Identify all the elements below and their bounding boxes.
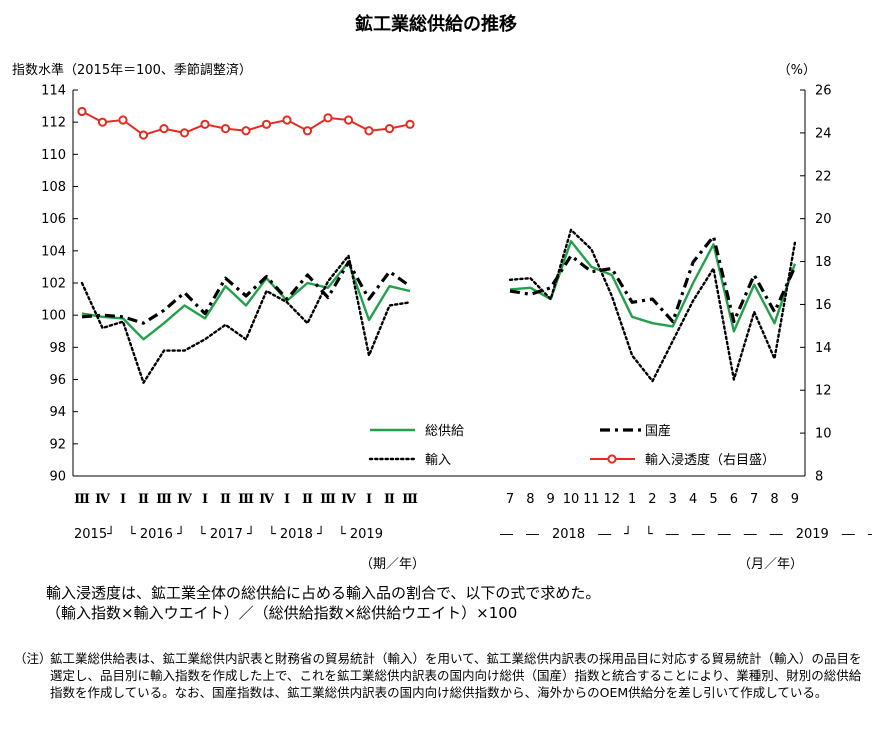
monthly-imports-line: [508, 228, 797, 383]
month-tick-label: 7: [506, 492, 514, 507]
left-tick-label: 114: [41, 84, 66, 99]
right-axis-title: （%）: [778, 63, 816, 78]
quarterly-unit-label: （期／年）: [360, 557, 425, 572]
quarterly-total-supply-line: [81, 260, 411, 341]
right-tick-label: 14: [815, 341, 832, 356]
legend-label: 輸入: [425, 453, 451, 468]
left-tick-label: 110: [41, 148, 66, 163]
quarterly-penetration-point: [179, 128, 190, 138]
left-tick-label: 90: [49, 470, 66, 485]
quarterly-year-row: 2015┘ └ 2016 ┘ └ 2017 ┘ └ 2018 ┘ └ 2019: [74, 525, 383, 542]
left-tick-label: 102: [41, 277, 66, 292]
quarter-tick-label: Ⅲ: [320, 492, 336, 507]
month-tick-label: 4: [689, 492, 697, 507]
left-tick-label: 106: [41, 212, 66, 227]
left-tick-label: 108: [41, 180, 66, 195]
left-tick-label: 92: [49, 437, 66, 452]
legend-label: 輸入浸透度（右目盛）: [645, 452, 775, 468]
left-tick-label: 94: [49, 405, 66, 420]
penetration-note-formula: （輸入指数×輸入ウエイト）／（総供給指数×総供給ウエイト）×100: [46, 604, 518, 622]
quarterly-penetration-point: [364, 126, 374, 136]
right-tick-label: 26: [815, 84, 832, 99]
quarter-tick-label: Ⅲ: [74, 492, 90, 507]
month-tick-label: 11: [583, 492, 600, 507]
monthly-total-supply-line: [509, 239, 797, 333]
quarterly-imports-line: [80, 254, 412, 384]
quarter-tick-label: Ⅱ: [138, 492, 149, 507]
quarterly-penetration-point: [384, 124, 395, 134]
quarterly-penetration-point: [405, 119, 415, 129]
quarter-tick-label: Ⅰ: [202, 492, 208, 507]
quarterly-penetration-point: [302, 126, 313, 136]
right-tick-label: 18: [815, 255, 832, 270]
quarterly-penetration-point: [220, 124, 231, 134]
quarter-tick-label: Ⅳ: [95, 492, 110, 507]
legend-label: 国産: [645, 423, 671, 439]
right-tick-label: 16: [815, 298, 832, 313]
monthly-unit-label: （月／年）: [738, 557, 803, 572]
left-tick-label: 96: [49, 373, 66, 388]
left-axis-title: 指数水準（2015年＝100、季節調整済）: [12, 62, 252, 78]
quarterly-penetration-point: [138, 130, 149, 140]
quarterly-penetration-point: [200, 119, 210, 129]
right-tick-label: 10: [815, 427, 832, 442]
month-tick-label: 1: [628, 492, 636, 507]
quarter-tick-label: Ⅰ: [284, 492, 290, 507]
monthly-year-row: ― ― 2018 ― ┘ └ ― ― ― ― ― 2019 ― ―: [500, 525, 872, 542]
right-tick-label: 12: [815, 384, 832, 399]
left-tick-label: 112: [41, 116, 66, 131]
quarter-tick-label: Ⅲ: [402, 492, 418, 507]
quarter-tick-label: Ⅲ: [238, 492, 254, 507]
right-tick-label: 20: [815, 212, 832, 227]
quarterly-penetration-point: [77, 106, 87, 117]
quarter-tick-label: Ⅱ: [220, 492, 231, 507]
quarterly-penetration-point: [261, 119, 272, 129]
month-tick-label: 7: [750, 492, 758, 507]
month-tick-label: 10: [563, 492, 580, 507]
left-tick-label: 104: [41, 244, 66, 259]
supply-chart: 9092949698100102104106108110112114810121…: [12, 62, 872, 572]
month-tick-label: 9: [547, 492, 555, 507]
monthly-domestic-line: [509, 234, 797, 324]
month-tick-label: 9: [791, 492, 799, 507]
quarterly-penetration-point: [241, 126, 251, 136]
quarter-tick-label: Ⅰ: [366, 492, 372, 507]
quarter-tick-label: Ⅳ: [259, 492, 274, 507]
left-tick-label: 98: [49, 341, 66, 356]
quarter-tick-label: Ⅳ: [177, 492, 192, 507]
legend-penetration-marker: [607, 454, 617, 464]
right-tick-label: 8: [815, 470, 823, 485]
footnote: （注） 鉱工業総供給表は、鉱工業総供内訳表と財務省の貿易統計（輸入）を用いて、鉱…: [14, 650, 862, 701]
quarter-tick-label: Ⅰ: [120, 492, 126, 507]
month-tick-label: 12: [603, 492, 620, 507]
left-tick-label: 100: [41, 309, 66, 324]
footnote-label: （注）: [14, 651, 52, 666]
quarter-tick-label: Ⅲ: [156, 492, 172, 507]
right-tick-label: 24: [815, 126, 832, 141]
month-tick-label: 8: [526, 492, 534, 507]
quarterly-penetration-point: [118, 115, 128, 125]
penetration-note-line1: 輸入浸透度は、鉱工業全体の総供給に占める輸入品の割合で、以下の式で求めた。: [46, 584, 601, 602]
quarterly-penetration-point: [282, 115, 292, 125]
chart-title: 鉱工業総供給の推移: [355, 14, 517, 35]
legend-label: 総供給: [425, 424, 464, 439]
quarterly-penetration-point: [343, 115, 354, 125]
month-tick-label: 3: [669, 492, 677, 507]
quarterly-penetration-point: [159, 124, 169, 134]
month-tick-label: 6: [730, 492, 738, 507]
quarterly-penetration-point: [97, 117, 108, 127]
quarterly-penetration-point: [323, 113, 333, 123]
quarter-tick-label: Ⅱ: [384, 492, 395, 507]
quarter-tick-label: Ⅳ: [341, 492, 356, 507]
footnote-text: 鉱工業総供給表は、鉱工業総供内訳表と財務省の貿易統計（輸入）を用いて、鉱工業総供…: [50, 651, 862, 700]
month-tick-label: 2: [648, 492, 656, 507]
right-tick-label: 22: [815, 169, 832, 184]
month-tick-label: 5: [709, 492, 717, 507]
quarter-tick-label: Ⅱ: [302, 492, 313, 507]
month-tick-label: 8: [770, 492, 778, 507]
quarterly-domestic-line: [81, 260, 411, 325]
penetration-note: 輸入浸透度は、鉱工業全体の総供給に占める輸入品の割合で、以下の式で求めた。 （輸…: [46, 583, 600, 623]
